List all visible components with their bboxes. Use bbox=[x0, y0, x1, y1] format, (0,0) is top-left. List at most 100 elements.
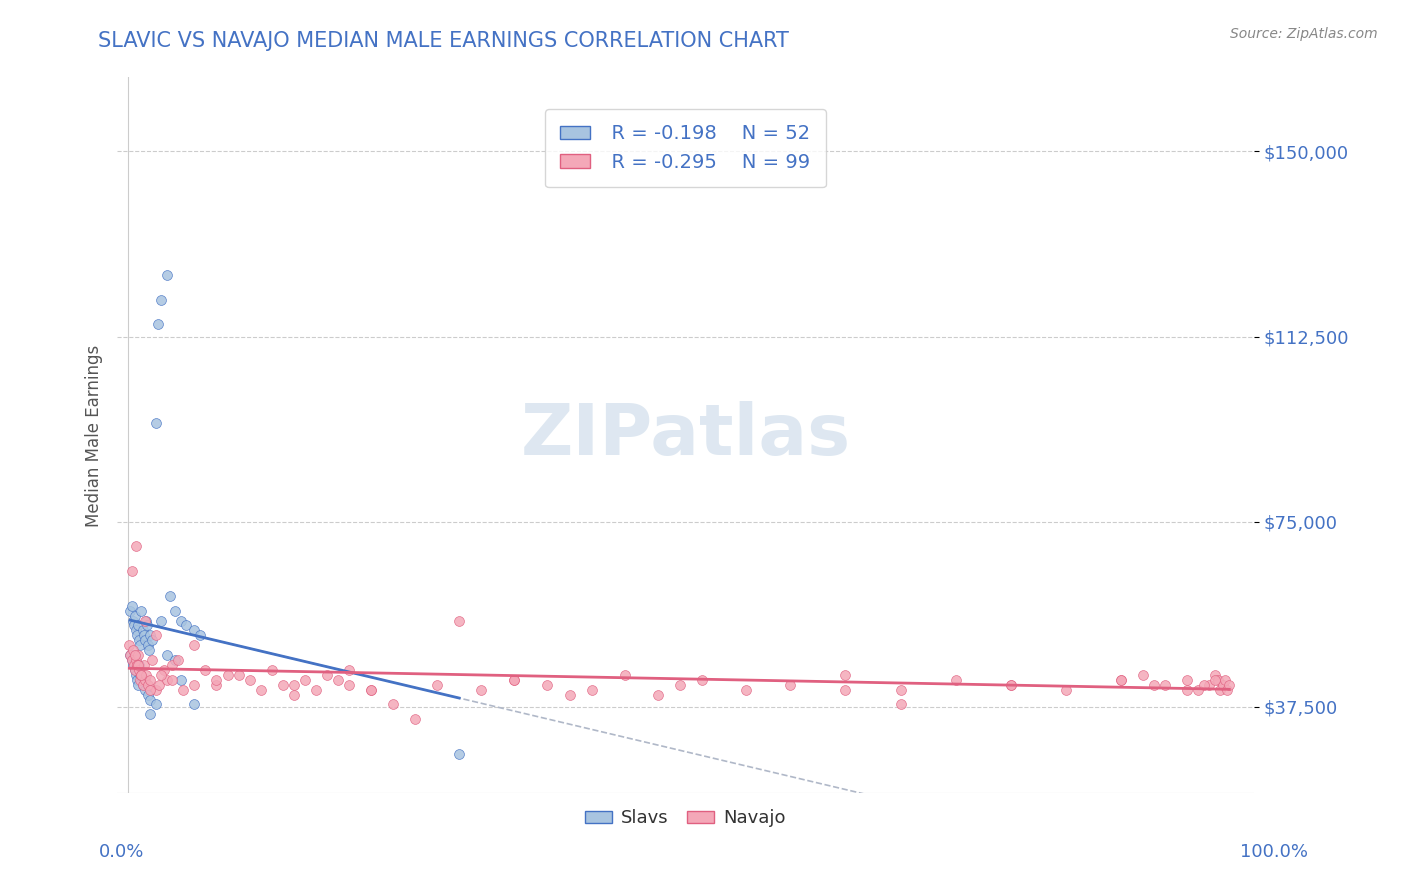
Point bbox=[167, 653, 190, 667]
Point bbox=[1143, 678, 1166, 692]
Point bbox=[1209, 682, 1232, 697]
Point bbox=[146, 318, 169, 332]
Point bbox=[150, 293, 173, 307]
Point bbox=[152, 663, 174, 677]
Point bbox=[1204, 673, 1226, 687]
Point bbox=[125, 657, 148, 672]
Point bbox=[138, 643, 160, 657]
Point bbox=[122, 618, 145, 632]
Point bbox=[188, 628, 211, 642]
Point bbox=[449, 614, 471, 628]
Point bbox=[121, 599, 143, 613]
Point bbox=[503, 673, 526, 687]
Point bbox=[120, 648, 142, 662]
Point bbox=[1000, 678, 1022, 692]
Point bbox=[139, 707, 162, 722]
Point bbox=[139, 682, 162, 697]
Text: 0.0%: 0.0% bbox=[98, 843, 143, 861]
Point bbox=[121, 564, 143, 578]
Point bbox=[260, 663, 283, 677]
Point bbox=[1177, 673, 1199, 687]
Point bbox=[404, 712, 426, 726]
Point bbox=[122, 648, 145, 662]
Point bbox=[124, 608, 146, 623]
Point bbox=[125, 668, 148, 682]
Point bbox=[1054, 682, 1077, 697]
Point bbox=[1213, 673, 1236, 687]
Point bbox=[294, 673, 316, 687]
Point bbox=[131, 668, 153, 682]
Point bbox=[150, 668, 173, 682]
Point bbox=[1206, 673, 1229, 687]
Point bbox=[124, 648, 146, 662]
Point bbox=[121, 614, 143, 628]
Point bbox=[647, 688, 669, 702]
Point bbox=[129, 638, 152, 652]
Point bbox=[382, 698, 405, 712]
Point bbox=[131, 668, 153, 682]
Point bbox=[121, 643, 143, 657]
Point bbox=[128, 663, 150, 677]
Point bbox=[162, 673, 184, 687]
Point bbox=[779, 678, 801, 692]
Point bbox=[156, 673, 179, 687]
Point bbox=[136, 678, 159, 692]
Point bbox=[163, 653, 186, 667]
Point bbox=[536, 678, 558, 692]
Point bbox=[305, 682, 328, 697]
Point bbox=[132, 657, 155, 672]
Point bbox=[122, 657, 145, 672]
Point bbox=[1204, 668, 1226, 682]
Point bbox=[945, 673, 967, 687]
Point bbox=[315, 668, 337, 682]
Point bbox=[121, 657, 143, 672]
Point bbox=[129, 668, 152, 682]
Point bbox=[131, 604, 153, 618]
Point bbox=[1154, 678, 1177, 692]
Point bbox=[127, 618, 149, 632]
Point bbox=[127, 648, 149, 662]
Point bbox=[121, 653, 143, 667]
Legend: Slavs, Navajo: Slavs, Navajo bbox=[578, 802, 793, 834]
Point bbox=[150, 614, 173, 628]
Point bbox=[170, 614, 193, 628]
Point bbox=[125, 540, 148, 554]
Point bbox=[271, 678, 294, 692]
Point bbox=[125, 624, 148, 638]
Point bbox=[889, 698, 911, 712]
Point bbox=[121, 653, 143, 667]
Point bbox=[125, 628, 148, 642]
Point bbox=[1212, 678, 1234, 692]
Point bbox=[183, 638, 205, 652]
Point bbox=[249, 682, 271, 697]
Point bbox=[1109, 673, 1132, 687]
Point bbox=[183, 678, 205, 692]
Point bbox=[205, 678, 228, 692]
Point bbox=[131, 678, 153, 692]
Point bbox=[124, 663, 146, 677]
Point bbox=[205, 673, 228, 687]
Point bbox=[1177, 682, 1199, 697]
Point bbox=[503, 673, 526, 687]
Point bbox=[135, 614, 157, 628]
Point bbox=[125, 653, 148, 667]
Point bbox=[125, 673, 148, 687]
Point bbox=[1000, 678, 1022, 692]
Point bbox=[118, 638, 141, 652]
Point bbox=[170, 673, 193, 687]
Point bbox=[136, 688, 159, 702]
Point bbox=[141, 653, 163, 667]
Point bbox=[690, 673, 713, 687]
Point bbox=[217, 668, 239, 682]
Point bbox=[337, 678, 360, 692]
Point bbox=[1109, 673, 1132, 687]
Point bbox=[1187, 682, 1209, 697]
Point bbox=[139, 628, 162, 642]
Point bbox=[194, 663, 217, 677]
Y-axis label: Median Male Earnings: Median Male Earnings bbox=[86, 344, 103, 526]
Point bbox=[239, 673, 262, 687]
Point bbox=[139, 673, 162, 687]
Point bbox=[120, 648, 142, 662]
Point bbox=[134, 673, 156, 687]
Point bbox=[735, 682, 758, 697]
